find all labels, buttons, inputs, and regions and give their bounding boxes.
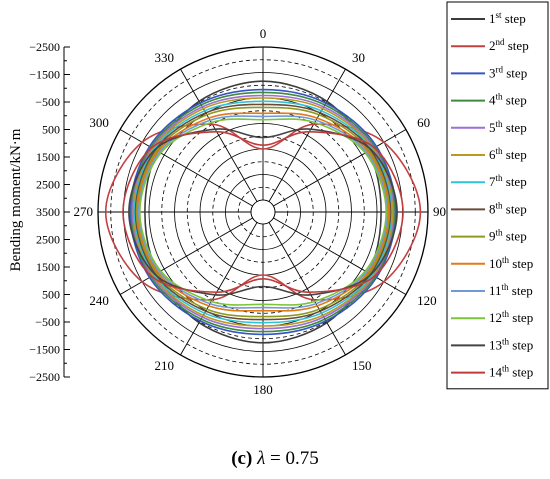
angle-tick-label: 270 [74,204,94,219]
spoke-line [268,68,346,202]
angle-tick-label: 210 [155,358,175,373]
y-tick-label: 1500 [36,260,60,274]
caption-value: = 0.75 [265,448,319,469]
y-tick-label: 2500 [36,178,60,192]
caption-symbol: λ [257,448,266,469]
inner-circle [250,199,276,225]
y-tick-label: 1500 [36,150,60,164]
spoke-line [180,222,258,356]
angle-tick-label: 60 [417,115,430,130]
legend-entry: 11th step [489,282,533,298]
legend-entry: 1st step [489,10,526,26]
legend-entry: 7th step [489,173,527,189]
series-line [138,118,388,306]
angle-tick-label: 30 [352,50,365,65]
y-tick-label: 500 [42,123,60,137]
y-tick-label: −2500 [29,40,60,54]
legend-entry: 5th step [489,119,527,135]
angle-tick-label: 180 [253,382,273,397]
legend-entry: 8th step [489,200,527,216]
figure-caption: (c) λ = 0.75 [0,448,550,470]
series-line [133,100,393,324]
legend-entry: 6th step [489,146,527,162]
spoke-line [268,222,346,356]
series-line [136,112,390,312]
caption-label: (c) [231,448,253,469]
series-line [128,128,398,296]
angle-tick-label: 150 [352,358,372,373]
legend: 1st step 2nd step 3rd step 4th step 5th step… [446,1,549,390]
y-tick-label: −1500 [29,68,60,82]
legend-entry: 4th step [489,92,527,108]
series-line [122,130,404,294]
polar-grid [97,46,429,378]
series-line [129,88,397,336]
y-tick-label: 2500 [36,233,60,247]
legend-entry: 2nd step [489,37,529,53]
y-tick-label: 3500 [36,205,60,219]
series-line [132,97,394,327]
angle-tick-label: 240 [89,293,109,308]
series-line [130,91,396,333]
series-layer [104,80,422,344]
y-tick-label: 500 [42,288,60,302]
legend-entry: 9th step [489,228,527,244]
series-line [137,115,389,309]
angle-labels: 0 30 60 90 120 150 180 210 240 270 300 330 [74,26,447,397]
legend-entry: 3rd step [489,64,527,80]
legend-entry: 14th step [489,364,533,380]
y-tick-label: −500 [35,95,60,109]
y-tick-label: −2500 [29,370,60,384]
angle-tick-label: 330 [155,50,175,65]
legend-entry: 10th step [489,255,533,271]
series-line [104,123,422,301]
y-tick-label: −500 [35,315,60,329]
y-axis: −2500 −1500 −500 500 1500 2500 3500 2500 1500 500… [29,40,70,384]
angle-tick-label: 120 [417,293,437,308]
angle-tick-label: 90 [433,204,446,219]
legend-entry: 12th step [489,309,533,325]
legend-box [446,1,549,390]
angle-tick-label: 0 [260,26,267,41]
spoke-line [180,68,258,202]
series-line [135,106,391,318]
angle-tick-label: 300 [89,115,109,130]
legend-entry: 13th step [489,336,533,352]
y-tick-label: −1500 [29,343,60,357]
y-axis-label: Bending moment/kN·m [8,128,24,271]
